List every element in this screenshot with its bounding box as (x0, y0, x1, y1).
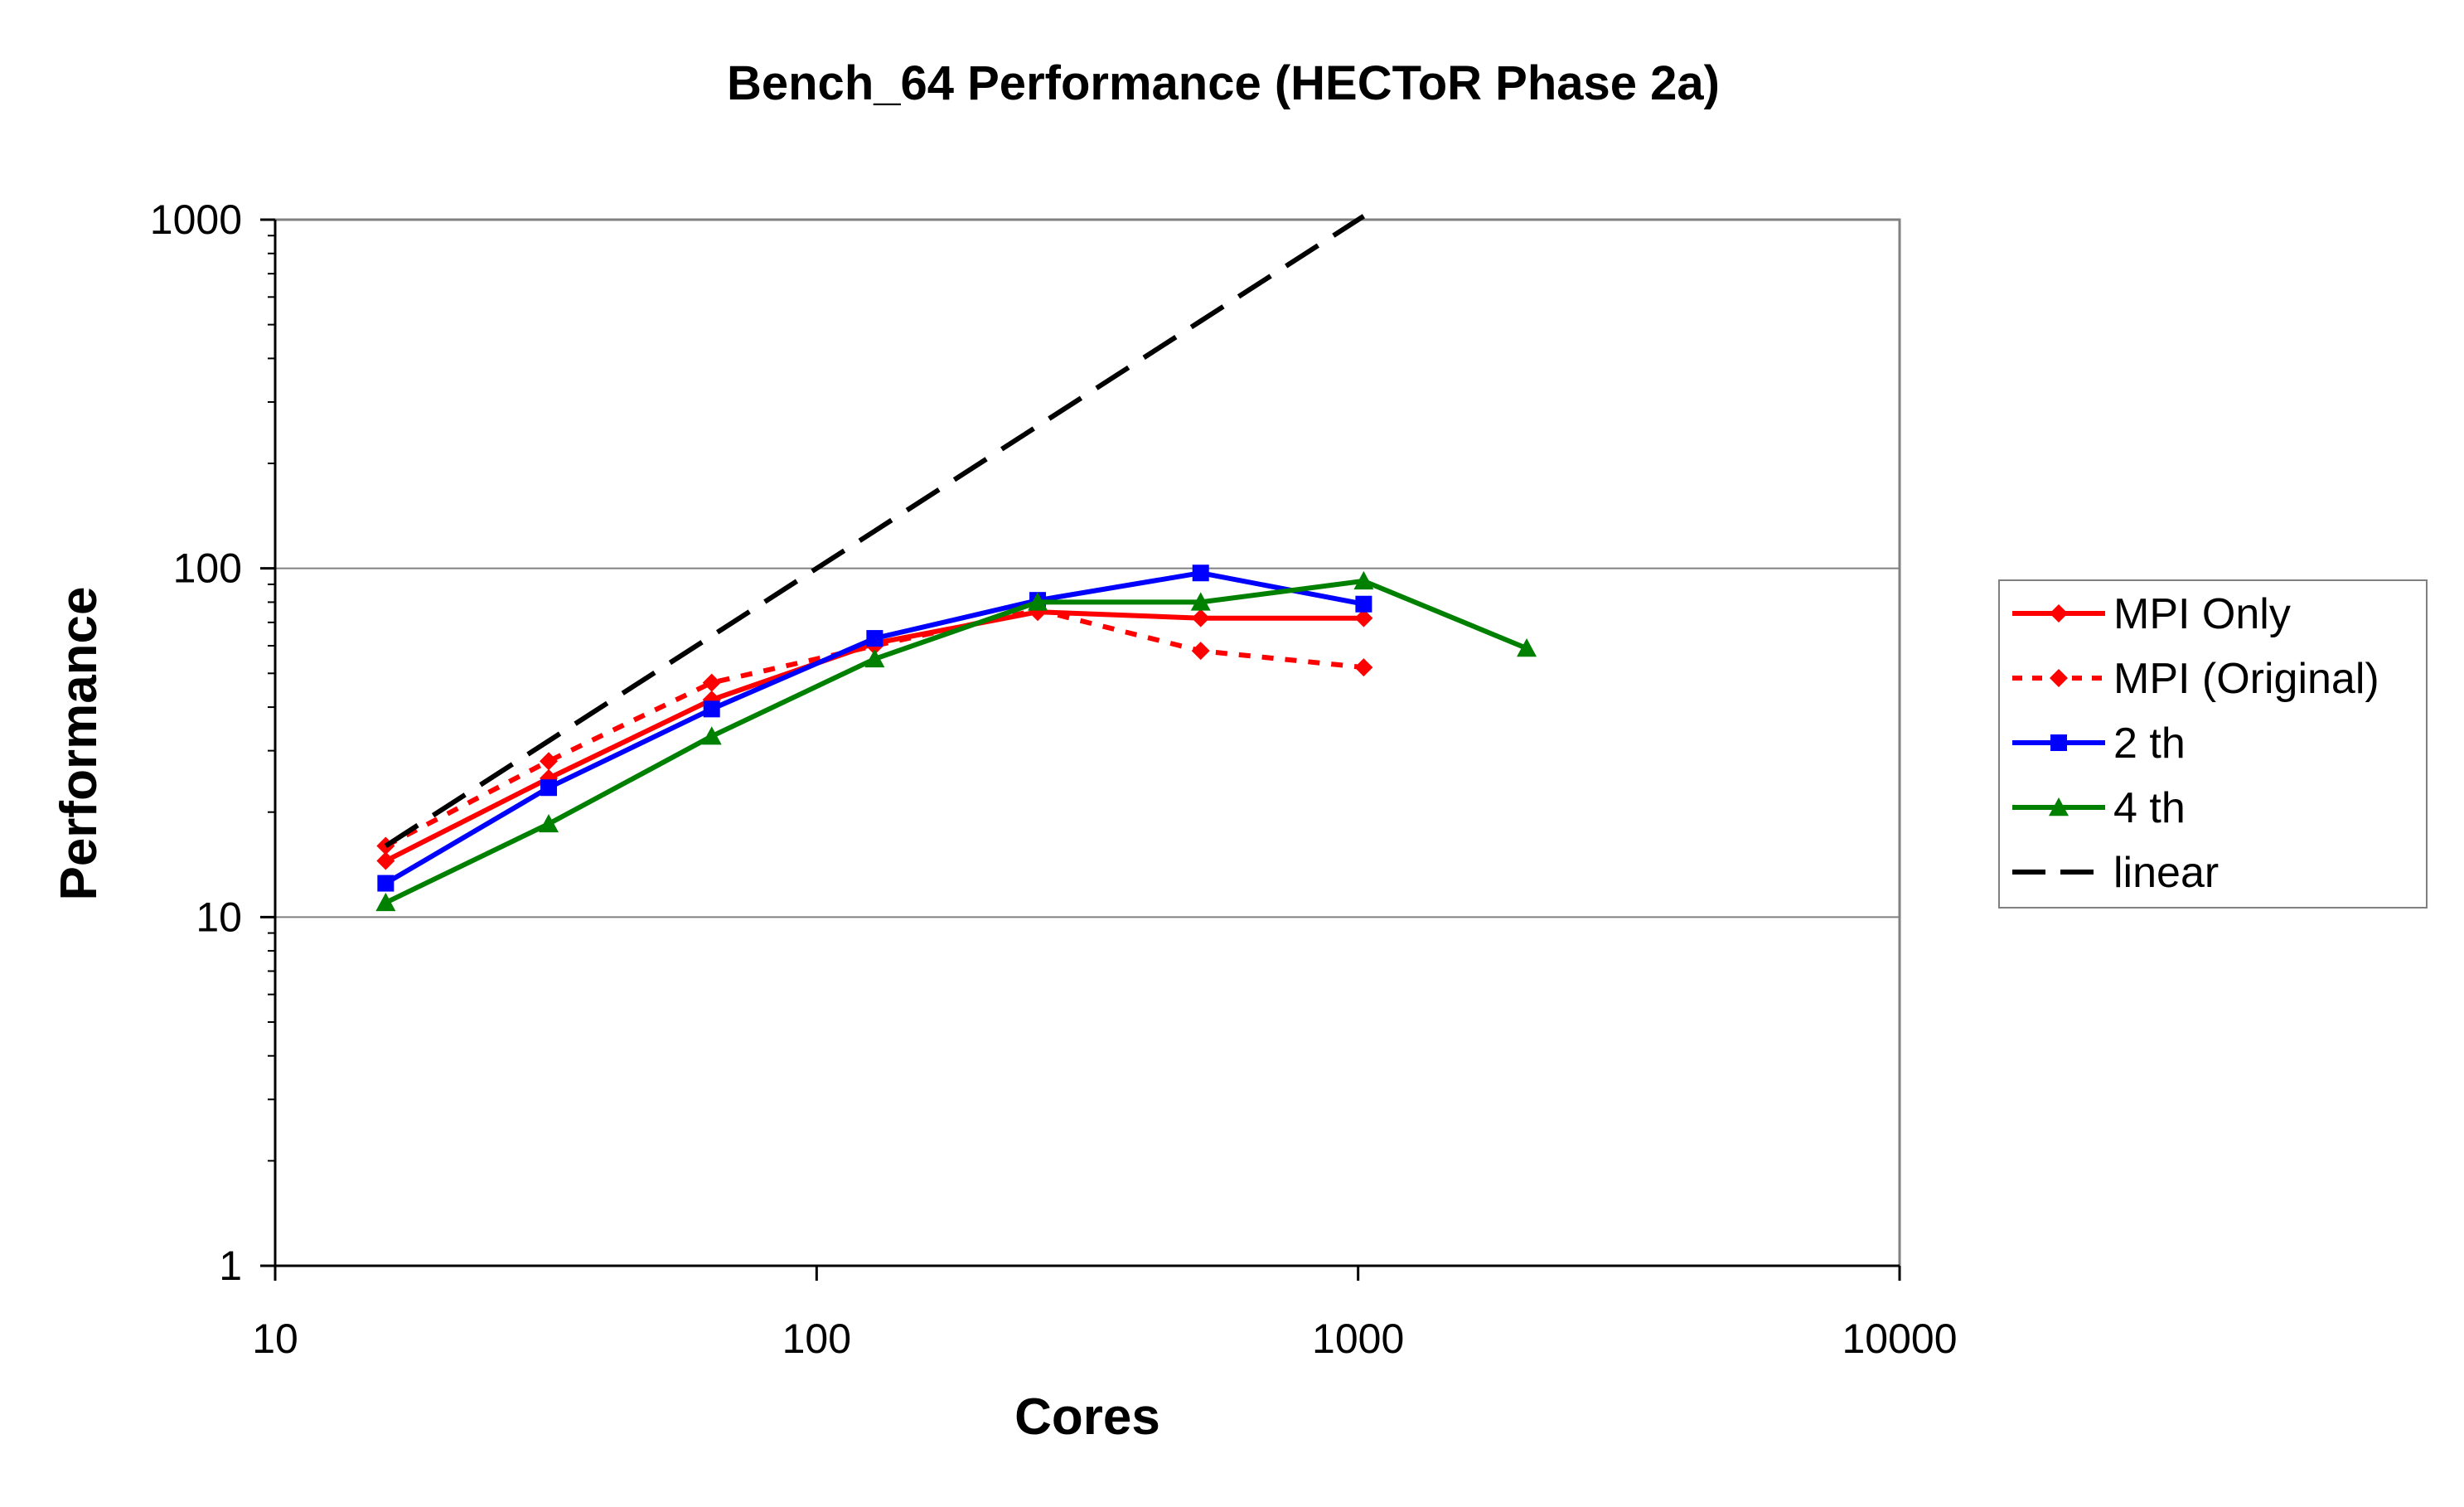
data-point (540, 752, 559, 771)
plot-area (274, 218, 1901, 1267)
data-point (1028, 592, 1048, 611)
x-tick-label: 1000 (1312, 1316, 1404, 1362)
data-point (1191, 608, 1210, 628)
chart-title: Bench_64 Performance (HECToR Phase 2a) (727, 56, 1720, 110)
legend-label: MPI Only (2113, 590, 2291, 638)
x-tick-labels: 10 100 1000 10000 (252, 1316, 1957, 1362)
data-point (701, 726, 722, 745)
data-point (375, 892, 396, 912)
legend-item: MPI Only (2012, 590, 2291, 638)
legend-swatch-marker (2049, 797, 2069, 816)
legend-item: 4 th (2012, 784, 2186, 832)
series-layer (375, 214, 1537, 912)
y-tick-label: 10 (196, 894, 242, 940)
data-point (540, 779, 558, 797)
data-point (539, 813, 559, 833)
data-point (866, 630, 883, 647)
data-point (1354, 658, 1373, 677)
data-point (1191, 642, 1210, 661)
gridlines (275, 567, 1900, 918)
data-point (703, 700, 720, 718)
data-point (864, 648, 885, 668)
y-tick-label: 1 (219, 1243, 242, 1289)
x-tick-label: 10 (252, 1316, 298, 1362)
data-point (1190, 592, 1211, 611)
series-line (385, 578, 1528, 905)
legend-item: 2 th (2012, 720, 2186, 768)
series-2-th (377, 565, 1372, 892)
data-point (1353, 570, 1374, 590)
legend-swatch-marker (2050, 669, 2068, 687)
data-point (1517, 638, 1537, 657)
y-tick-labels: 1 10 100 1000 (150, 196, 242, 1289)
legend-swatch-marker (2050, 604, 2068, 623)
x-tick-label: 100 (782, 1316, 851, 1362)
legend: MPI Only MPI (Original) 2 th 4 th linear (1998, 579, 2428, 909)
legend-swatch-marker (2050, 734, 2067, 751)
y-tick-label: 100 (173, 545, 242, 592)
series-line (384, 214, 1366, 849)
legend-label: 4 th (2113, 784, 2186, 832)
legend-label: 2 th (2113, 720, 2186, 768)
legend-item: linear (2012, 849, 2219, 897)
y-tick-label: 1000 (150, 196, 242, 243)
data-point (1354, 608, 1373, 628)
data-point (702, 673, 721, 692)
data-point (1192, 565, 1209, 582)
legend-item: MPI (Original) (2012, 655, 2379, 703)
legend-label: linear (2113, 849, 2219, 897)
series-4-th (375, 570, 1537, 912)
data-point (377, 875, 395, 892)
data-point (1355, 595, 1372, 613)
x-axis-title: Cores (1014, 1388, 1160, 1446)
series-linear (384, 214, 1366, 849)
axes (260, 218, 1901, 1281)
y-axis-title: Performance (51, 586, 108, 900)
legend-label: MPI (Original) (2113, 655, 2379, 703)
x-tick-label: 10000 (1842, 1316, 1957, 1362)
data-point (376, 851, 395, 870)
